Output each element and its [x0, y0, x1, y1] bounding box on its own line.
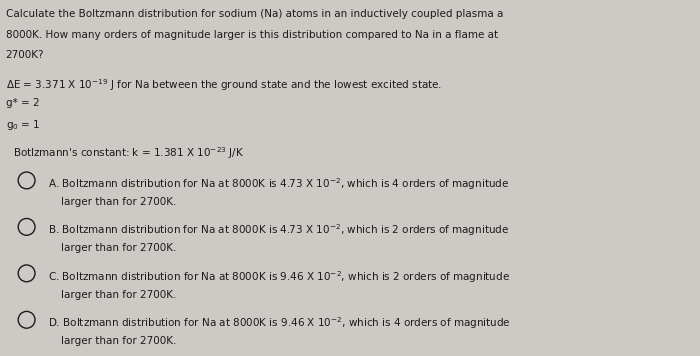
Text: 8000K. How many orders of magnitude larger is this distribution compared to Na i: 8000K. How many orders of magnitude larg…	[6, 30, 498, 40]
Text: larger than for 2700K.: larger than for 2700K.	[48, 243, 176, 253]
Text: Botlzmann's constant: k = 1.381 X 10$^{-23}$ J/K: Botlzmann's constant: k = 1.381 X 10$^{-…	[13, 145, 244, 161]
Text: 2700K?: 2700K?	[6, 50, 44, 60]
Text: A. Boltzmann distribution for Na at 8000K is 4.73 X 10$^{-2}$, which is 4 orders: A. Boltzmann distribution for Na at 8000…	[48, 176, 509, 192]
Text: B. Boltzmann distribution for Na at 8000K is 4.73 X 10$^{-2}$, which is 2 orders: B. Boltzmann distribution for Na at 8000…	[48, 222, 509, 239]
Text: ΔE = 3.371 X 10$^{-19}$ J for Na between the ground state and the lowest excited: ΔE = 3.371 X 10$^{-19}$ J for Na between…	[6, 77, 442, 93]
Text: Calculate the Boltzmann distribution for sodium (Na) atoms in an inductively cou: Calculate the Boltzmann distribution for…	[6, 9, 503, 19]
Text: D. Boltzmann distribution for Na at 8000K is 9.46 X 10$^{-2}$, which is 4 orders: D. Boltzmann distribution for Na at 8000…	[48, 315, 510, 331]
Text: C. Boltzmann distribution for Na at 8000K is 9.46 X 10$^{-2}$, which is 2 orders: C. Boltzmann distribution for Na at 8000…	[48, 269, 510, 285]
Text: g$_0$ = 1: g$_0$ = 1	[6, 118, 40, 132]
Text: larger than for 2700K.: larger than for 2700K.	[48, 290, 176, 300]
Text: larger than for 2700K.: larger than for 2700K.	[48, 336, 176, 346]
Text: g* = 2: g* = 2	[6, 98, 39, 108]
Text: larger than for 2700K.: larger than for 2700K.	[48, 197, 176, 207]
